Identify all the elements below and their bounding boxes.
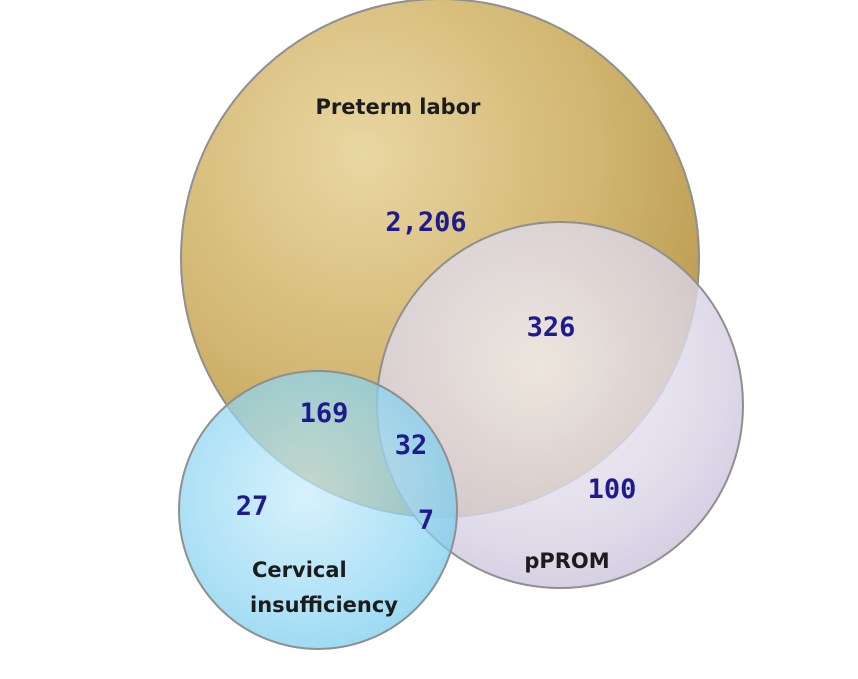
cervical-insufficiency-label-line2: insufficiency bbox=[250, 593, 398, 617]
count-preterm-only: 2,206 bbox=[385, 207, 466, 238]
count-preterm-pprom: 326 bbox=[527, 312, 576, 343]
count-preterm-cervical: 169 bbox=[300, 398, 349, 429]
count-cervical-pprom: 7 bbox=[418, 505, 434, 536]
preterm-labor-label: Preterm labor bbox=[315, 95, 481, 119]
pprom-label: pPROM bbox=[524, 549, 609, 573]
cervical-insufficiency-circle bbox=[178, 370, 458, 650]
count-cervical-only: 27 bbox=[236, 491, 269, 522]
count-pprom-only: 100 bbox=[588, 474, 637, 505]
count-all-three: 32 bbox=[395, 430, 428, 461]
cervical-insufficiency-label-line1: Cervical bbox=[252, 558, 347, 582]
